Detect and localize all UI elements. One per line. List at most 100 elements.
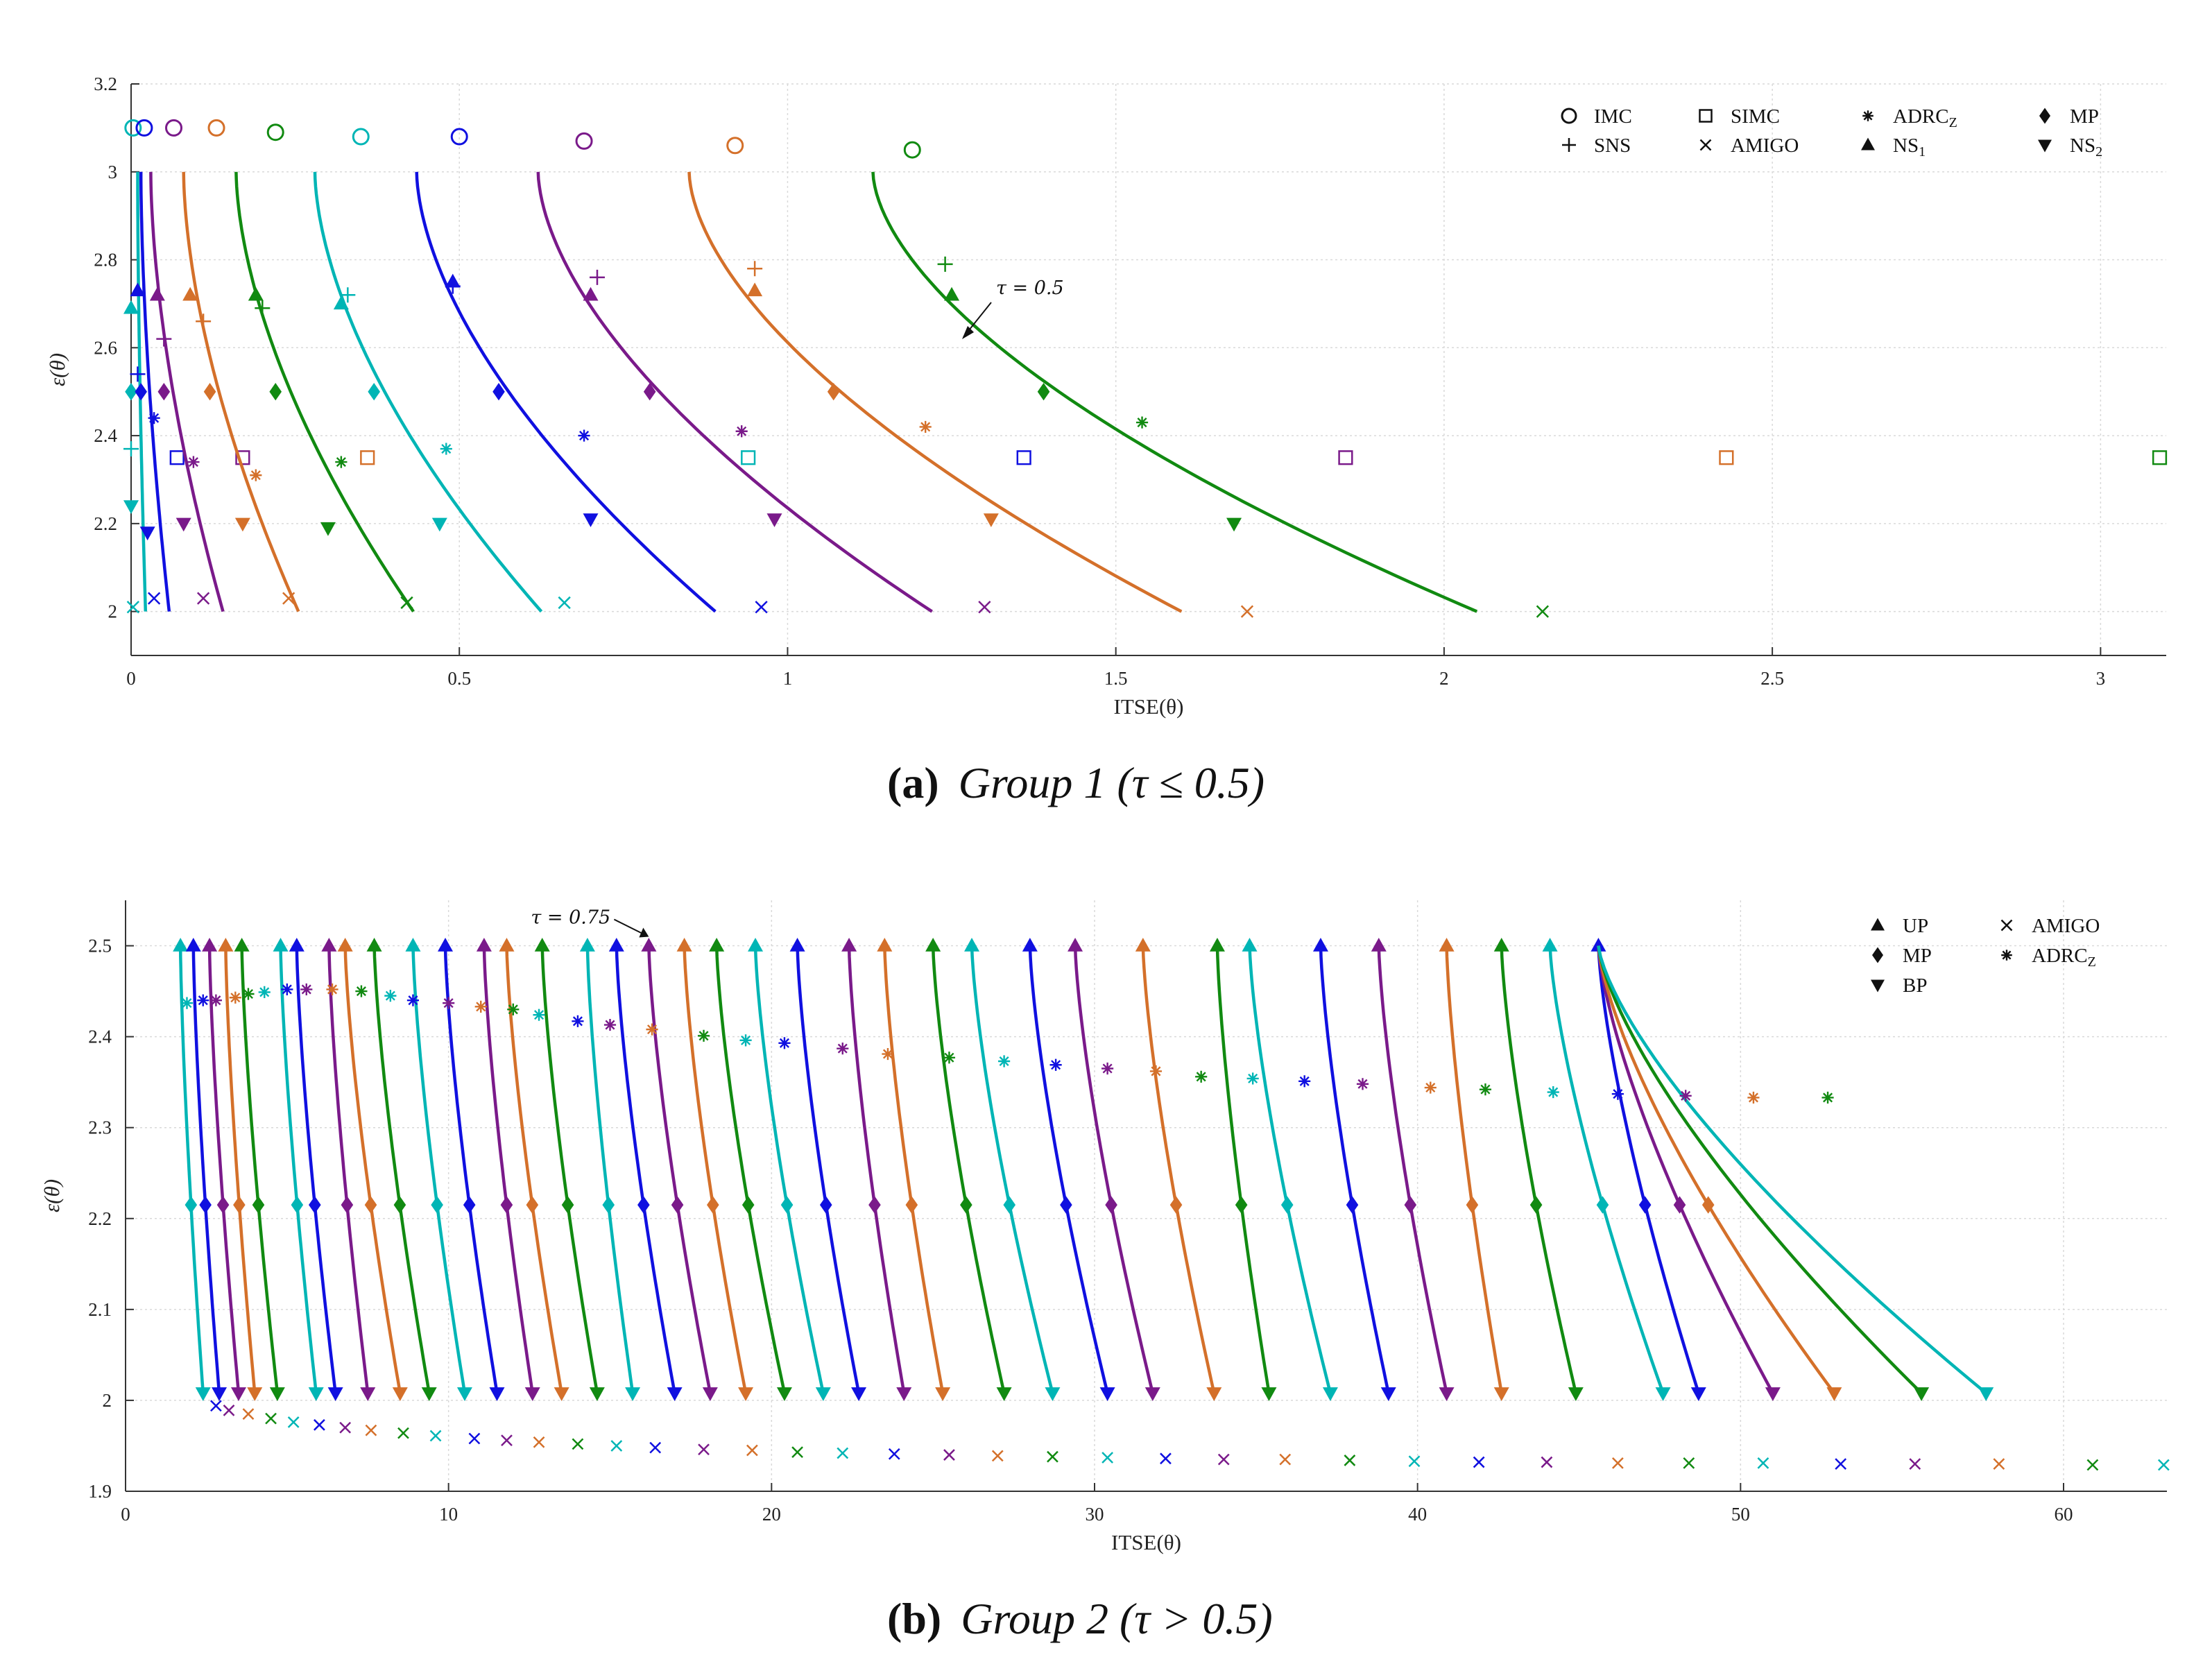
pareto-curve-b-19 (683, 945, 748, 1393)
pareto-curve-b-15 (540, 945, 599, 1393)
amigo-marker (1993, 1458, 2005, 1470)
x-axis-label: ITSE(θ) (1111, 1530, 1181, 1554)
bp-marker (1826, 1387, 1842, 1401)
amigo-marker (1279, 1453, 1292, 1466)
amigo-marker (991, 1450, 1004, 1462)
amigo-marker (1160, 1452, 1172, 1465)
y-tick-label: 2.2 (88, 1208, 112, 1229)
pareto-curve-b-27 (1028, 945, 1109, 1393)
pareto-curve-b-33 (1377, 945, 1448, 1393)
up-marker (1371, 937, 1387, 952)
sns-marker (130, 366, 146, 382)
imc-marker (903, 141, 921, 159)
pareto-curve-b-25 (931, 945, 1006, 1393)
amigo-marker (649, 1441, 662, 1454)
mp-marker (819, 1196, 832, 1214)
amigo-marker (1536, 605, 1550, 618)
ns2-marker (583, 513, 599, 528)
pareto-curve-b-34 (1445, 945, 1503, 1393)
adrc-marker (735, 425, 748, 438)
ns2-marker (320, 522, 336, 536)
legend-label-text: BP (1903, 975, 1927, 997)
annotation-arrowhead-b (639, 927, 649, 938)
adrc-marker (384, 990, 397, 1002)
adrc-marker (1298, 1075, 1311, 1088)
up-marker (1312, 937, 1328, 952)
mp-marker (1673, 1196, 1686, 1214)
up-marker (321, 937, 337, 952)
pareto-curve-b-9 (343, 945, 402, 1393)
amigo-marker (1835, 1458, 1847, 1470)
bp-marker (1568, 1387, 1584, 1401)
ns2-marker (139, 526, 155, 541)
mp-marker (827, 383, 840, 401)
ns1-marker (149, 286, 165, 301)
bp-marker (589, 1387, 605, 1401)
imc-marker (165, 119, 183, 137)
pareto-curve-b-37 (1597, 945, 1700, 1394)
amigo-marker (1217, 1453, 1230, 1466)
pareto-curve-b-7 (295, 945, 337, 1393)
ns1-marker (445, 273, 461, 288)
ns1-marker (333, 295, 349, 310)
amigo-marker (339, 1421, 352, 1434)
legend-label-a-2: SIMC (1731, 105, 1780, 128)
sns-marker (123, 441, 139, 457)
bp-marker (524, 1387, 540, 1401)
mp-marker (463, 1196, 476, 1214)
legend-asterisk-marker (2001, 950, 2012, 961)
adrc-marker (180, 997, 194, 1009)
pareto-curve-b-24 (883, 945, 945, 1393)
mp-marker (671, 1196, 684, 1214)
panel-a-caption: (a) Group 1 (τ ≤ 0.5) (887, 758, 1264, 807)
amigo-marker (610, 1440, 623, 1452)
adrc-marker (1195, 1070, 1208, 1083)
x-tick-label: 0.5 (447, 668, 471, 689)
adrc-marker (300, 983, 313, 996)
mp-marker (368, 383, 380, 401)
mp-marker (905, 1196, 918, 1214)
pareto-curve-b-39 (1597, 945, 1836, 1394)
amigo-marker (1757, 1457, 1769, 1469)
mp-marker (431, 1196, 443, 1214)
up-marker (608, 937, 624, 952)
sns-marker (156, 331, 172, 347)
bp-marker (702, 1387, 718, 1401)
mp-marker (643, 383, 656, 401)
legend-plus-marker (1562, 138, 1576, 152)
adrc-marker (148, 412, 160, 424)
amigo-marker (1047, 1450, 1058, 1463)
up-marker (234, 937, 250, 952)
up-marker (202, 937, 218, 952)
mp-marker (233, 1196, 246, 1214)
legend-triangle-down-marker (1871, 979, 1885, 993)
pareto-curve-b-13 (482, 945, 534, 1393)
caption-a-letter: (a) (887, 758, 939, 807)
x-tick-label: 0 (121, 1504, 130, 1525)
tau-annotation-b: τ = 0.75 (531, 907, 610, 929)
bp-marker (554, 1387, 569, 1401)
panel-a-chart: 0 0.5 1 1.5 2 2.5 3 2 2.2 2.4 2.6 2.8 3 3.2 ITSE(θ) ε(θ… (45, 74, 2168, 719)
legend-label-text: MP (2070, 105, 2099, 128)
ns1-marker (583, 286, 599, 301)
adrc-marker (281, 983, 293, 996)
x-tick-label: 2 (1439, 668, 1449, 689)
pareto-curve-b-35 (1500, 945, 1577, 1393)
bp-marker (1493, 1387, 1509, 1401)
y-tick-label: 2.8 (94, 250, 117, 271)
bp-marker (230, 1387, 246, 1401)
adrc-marker (474, 1000, 487, 1013)
adrc-marker (507, 1003, 520, 1015)
mp-marker (309, 1196, 321, 1214)
bp-marker (421, 1387, 437, 1401)
adrc-marker (335, 456, 348, 468)
mp-marker (492, 383, 505, 401)
bp-marker (456, 1387, 472, 1401)
x-tick-label: 50 (1731, 1504, 1750, 1525)
ns2-marker (123, 500, 139, 515)
caption-b-letter: (b) (887, 1594, 941, 1643)
legend-label-b-1: UP (1903, 915, 1928, 937)
adrc-marker (919, 420, 932, 433)
x-tick-label: 0 (126, 668, 136, 689)
up-marker (476, 937, 492, 952)
